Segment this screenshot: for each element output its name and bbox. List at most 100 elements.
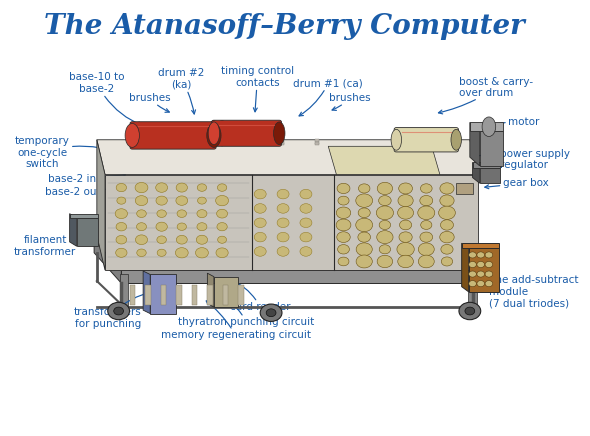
FancyBboxPatch shape <box>208 140 213 141</box>
Circle shape <box>441 257 453 266</box>
Circle shape <box>108 302 130 320</box>
Polygon shape <box>77 218 99 246</box>
Circle shape <box>379 245 391 254</box>
Circle shape <box>175 248 188 258</box>
Polygon shape <box>70 214 99 218</box>
Circle shape <box>337 245 349 254</box>
Text: boost & carry-
over drum: boost & carry- over drum <box>438 77 533 114</box>
Text: transformers
for punching: transformers for punching <box>74 289 163 329</box>
Text: card reader: card reader <box>230 280 290 312</box>
Circle shape <box>197 223 207 231</box>
Circle shape <box>254 247 266 256</box>
Polygon shape <box>97 140 105 270</box>
FancyBboxPatch shape <box>130 122 216 149</box>
Circle shape <box>337 183 350 194</box>
Text: one add-subtract
module
(7 dual triodes): one add-subtract module (7 dual triodes) <box>476 255 578 309</box>
FancyBboxPatch shape <box>208 141 213 143</box>
Circle shape <box>277 189 289 199</box>
Circle shape <box>477 262 484 268</box>
Circle shape <box>418 206 435 220</box>
Polygon shape <box>105 174 478 270</box>
Circle shape <box>358 232 371 242</box>
FancyBboxPatch shape <box>145 286 150 305</box>
Circle shape <box>441 245 453 254</box>
Text: timing control
contacts: timing control contacts <box>221 66 294 112</box>
Circle shape <box>217 184 227 191</box>
Circle shape <box>176 183 188 192</box>
Circle shape <box>336 219 351 231</box>
Polygon shape <box>468 249 499 292</box>
FancyBboxPatch shape <box>143 143 148 145</box>
Circle shape <box>116 248 127 257</box>
Circle shape <box>338 257 349 266</box>
FancyBboxPatch shape <box>143 141 148 143</box>
Circle shape <box>440 232 454 243</box>
Circle shape <box>215 195 228 206</box>
Circle shape <box>398 194 413 207</box>
Circle shape <box>137 249 146 256</box>
Circle shape <box>156 196 168 205</box>
Circle shape <box>399 232 412 242</box>
Circle shape <box>420 232 432 242</box>
Circle shape <box>217 223 227 231</box>
Circle shape <box>421 184 432 193</box>
FancyBboxPatch shape <box>279 141 284 143</box>
Circle shape <box>254 204 266 213</box>
Text: brushes: brushes <box>129 93 171 112</box>
Circle shape <box>356 218 373 232</box>
FancyBboxPatch shape <box>314 140 319 141</box>
Circle shape <box>300 218 312 228</box>
Circle shape <box>116 184 126 192</box>
Circle shape <box>376 206 394 220</box>
Circle shape <box>177 210 186 218</box>
Circle shape <box>157 249 166 256</box>
Ellipse shape <box>274 122 285 145</box>
Circle shape <box>137 210 146 218</box>
Circle shape <box>468 281 476 286</box>
FancyBboxPatch shape <box>192 286 197 305</box>
Polygon shape <box>150 275 176 313</box>
FancyBboxPatch shape <box>394 128 458 152</box>
Text: base-10 to
base-2: base-10 to base-2 <box>69 72 142 126</box>
Circle shape <box>356 243 372 256</box>
Circle shape <box>176 196 188 205</box>
Circle shape <box>398 255 414 268</box>
Circle shape <box>468 271 476 277</box>
Circle shape <box>420 195 432 206</box>
Circle shape <box>459 302 481 320</box>
Circle shape <box>198 197 206 204</box>
Circle shape <box>440 195 454 206</box>
FancyBboxPatch shape <box>456 183 473 194</box>
Circle shape <box>485 271 493 277</box>
Circle shape <box>300 232 312 242</box>
Ellipse shape <box>125 123 139 147</box>
Circle shape <box>399 220 412 230</box>
Circle shape <box>136 223 146 231</box>
FancyBboxPatch shape <box>143 140 148 141</box>
Text: drum #2
(ka): drum #2 (ka) <box>158 68 204 114</box>
Circle shape <box>197 184 206 191</box>
Circle shape <box>114 307 123 315</box>
Circle shape <box>418 243 434 255</box>
Circle shape <box>441 220 454 230</box>
Ellipse shape <box>207 121 221 146</box>
Circle shape <box>117 197 126 204</box>
Circle shape <box>300 204 312 213</box>
Circle shape <box>356 255 372 268</box>
Circle shape <box>156 222 168 231</box>
Circle shape <box>485 252 493 258</box>
Circle shape <box>254 189 266 199</box>
Polygon shape <box>470 123 503 131</box>
Circle shape <box>218 236 227 243</box>
Circle shape <box>156 183 168 192</box>
Circle shape <box>338 196 349 205</box>
Polygon shape <box>70 214 77 246</box>
Circle shape <box>277 247 289 256</box>
Circle shape <box>377 182 392 194</box>
Circle shape <box>157 236 166 244</box>
Circle shape <box>277 232 289 242</box>
Ellipse shape <box>391 129 402 150</box>
Polygon shape <box>207 273 214 307</box>
Text: brushes: brushes <box>329 93 371 110</box>
Circle shape <box>468 262 476 268</box>
